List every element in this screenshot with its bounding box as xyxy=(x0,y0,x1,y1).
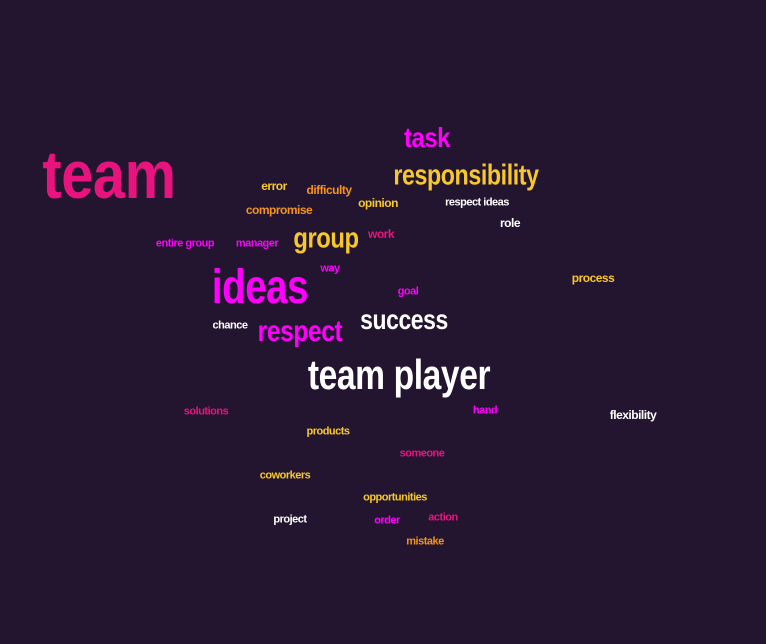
word-team-player: team player xyxy=(307,351,491,398)
word-entire-group: entire group xyxy=(155,237,215,250)
word-order: order xyxy=(374,514,400,527)
word-compromise: compromise xyxy=(245,203,313,217)
word-task: task xyxy=(404,122,450,153)
word-mistake: mistake xyxy=(406,535,444,548)
word-process: process xyxy=(571,271,615,285)
word-success: success xyxy=(360,304,448,335)
word-coworkers: coworkers xyxy=(259,469,311,482)
word-manager: manager xyxy=(235,237,279,250)
word-work: work xyxy=(367,227,395,241)
word-respect-ideas: respect ideas xyxy=(445,196,509,209)
word-error: error xyxy=(261,179,287,193)
word-responsibility: responsibility xyxy=(393,159,539,192)
word-hand: hand xyxy=(472,404,498,417)
word-someone: someone xyxy=(399,447,445,460)
word-group: group xyxy=(293,222,359,255)
word-opinion: opinion xyxy=(358,196,398,210)
word-team: team xyxy=(42,137,176,213)
word-solutions: solutions xyxy=(183,405,229,418)
word-difficulty: difficulty xyxy=(306,183,353,197)
word-role: role xyxy=(499,216,521,230)
word-chance: chance xyxy=(212,319,248,332)
word-action: action xyxy=(428,511,458,524)
word-products: products xyxy=(306,425,350,438)
word-project: project xyxy=(273,513,307,526)
word-respect: respect xyxy=(257,315,343,348)
word-opportunities: opportunities xyxy=(363,491,427,504)
word-goal: goal xyxy=(397,285,419,298)
word-flexibility: flexibility xyxy=(609,408,657,422)
word-ideas: ideas xyxy=(211,261,309,314)
word-way: way xyxy=(320,262,340,275)
